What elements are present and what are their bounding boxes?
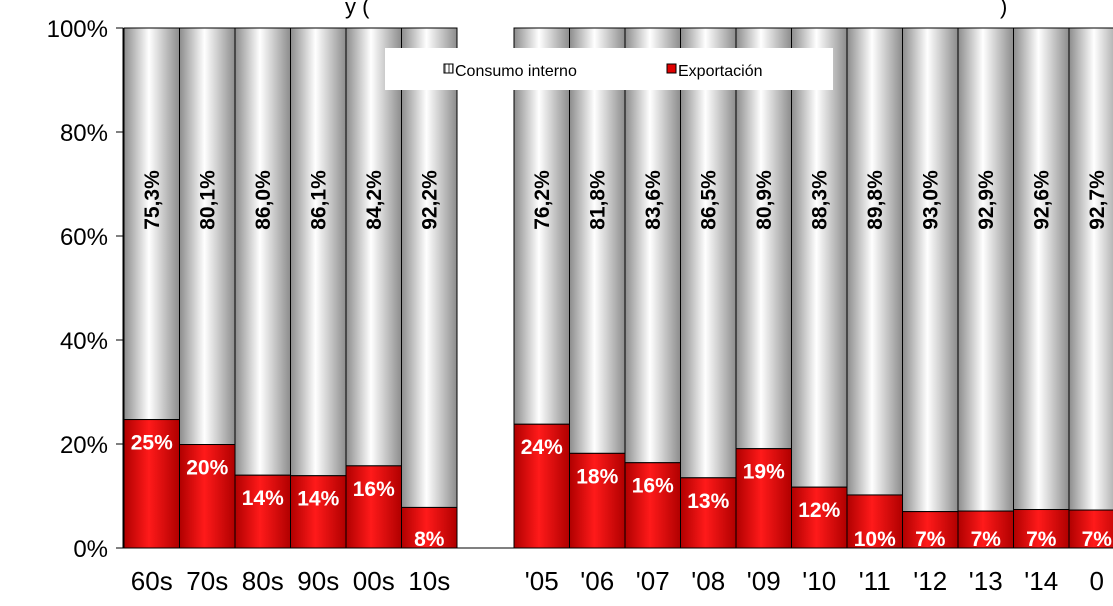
data-label-consumo-interno: 86,5%: [697, 170, 720, 230]
bar-consumo-interno: [680, 27, 737, 479]
data-label-exportacion: 7%: [971, 528, 1002, 551]
x-tick-label: 70s: [186, 566, 228, 596]
y-tick-label: 40%: [60, 328, 108, 355]
data-label-exportacion: 24%: [521, 436, 563, 459]
x-tick-label: 00s: [353, 566, 395, 596]
data-label-consumo-interno: 83,6%: [642, 170, 665, 230]
data-label-consumo-interno: 81,8%: [586, 170, 609, 230]
y-tick-label: 20%: [60, 432, 108, 459]
x-tick-label: 60s: [131, 566, 173, 596]
bar-exportacion: [680, 477, 737, 549]
data-label-consumo-interno: 92,6%: [1030, 170, 1053, 230]
bar-consumo-interno: [957, 27, 1014, 512]
x-tick-label: '10: [802, 566, 836, 596]
chart-title-fragment-end: ): [1000, 0, 1007, 19]
data-label-exportacion: 7%: [915, 528, 946, 551]
x-tick-label: '05: [525, 566, 559, 596]
data-label-exportacion: 12%: [798, 499, 840, 522]
bar-consumo-interno: [179, 27, 236, 446]
data-label-exportacion: 7%: [1082, 528, 1113, 551]
data-label-exportacion: 19%: [743, 461, 785, 484]
x-tick-label: '06: [580, 566, 614, 596]
y-tick-label: 60%: [60, 224, 108, 251]
x-tick-label: 10s: [408, 566, 450, 596]
legend-box: [385, 48, 833, 90]
data-label-consumo-interno: 92,7%: [1086, 170, 1109, 230]
bar-exportacion: [513, 423, 570, 549]
x-tick-label: '11: [859, 566, 891, 596]
bar-consumo-interno: [735, 27, 792, 450]
bar-exportacion: [569, 452, 626, 549]
data-label-exportacion: 16%: [632, 475, 674, 498]
data-label-exportacion: 25%: [131, 432, 173, 455]
bar-consumo-interno: [902, 27, 959, 513]
x-tick-label: '08: [691, 566, 725, 596]
data-label-consumo-interno: 75,3%: [141, 170, 164, 230]
data-label-exportacion: 14%: [297, 488, 339, 511]
data-label-consumo-interno: 92,9%: [975, 170, 998, 230]
y-tick-label: 100%: [47, 16, 108, 43]
bar-exportacion: [1013, 509, 1070, 549]
data-label-consumo-interno: 84,2%: [363, 170, 386, 230]
data-label-consumo-interno: 93,0%: [919, 170, 942, 230]
data-label-exportacion: 20%: [186, 457, 228, 480]
data-label-consumo-interno: 80,1%: [196, 170, 219, 230]
data-label-consumo-interno: 88,3%: [808, 170, 831, 230]
bar-consumo-interno: [234, 27, 291, 476]
y-tick-label: 0%: [73, 536, 108, 563]
bar-exportacion: [846, 494, 903, 549]
data-label-consumo-interno: 80,9%: [753, 170, 776, 230]
data-label-exportacion: 7%: [1026, 528, 1057, 551]
bar-consumo-interno: [290, 27, 347, 477]
bar-exportacion: [401, 506, 458, 549]
legend-label-exportacion: Exportación: [678, 63, 763, 80]
bar-consumo-interno: [513, 27, 570, 425]
bar-consumo-interno: [846, 27, 903, 496]
bar-consumo-interno: [1068, 27, 1113, 511]
x-tick-label: '12: [913, 566, 947, 596]
legend-swatch-exportacion: [666, 63, 677, 74]
bar-exportacion: [123, 419, 180, 549]
data-label-consumo-interno: 76,2%: [531, 170, 554, 230]
legend-label-consumo-interno: Consumo interno: [455, 63, 577, 80]
bar-consumo-interno: [123, 27, 180, 421]
bar-consumo-interno: [569, 27, 626, 454]
bar-consumo-interno: [791, 27, 848, 488]
bar-exportacion: [957, 510, 1014, 549]
bar-consumo-interno: [1013, 27, 1070, 511]
data-label-consumo-interno: 89,8%: [864, 170, 887, 230]
x-tick-label: '14: [1024, 566, 1058, 596]
x-tick-label: '07: [636, 566, 670, 596]
data-label-exportacion: 18%: [576, 465, 618, 488]
data-label-exportacion: 8%: [414, 528, 445, 551]
bar-consumo-interno: [624, 27, 681, 464]
data-label-exportacion: 16%: [353, 478, 395, 501]
data-label-consumo-interno: 92,2%: [418, 170, 441, 230]
data-label-consumo-interno: 86,0%: [252, 170, 275, 230]
data-label-exportacion: 14%: [242, 487, 284, 510]
bar-exportacion: [1068, 509, 1113, 549]
bar-exportacion: [902, 511, 959, 549]
data-label-exportacion: 10%: [854, 528, 896, 551]
x-tick-label: 80s: [242, 566, 284, 596]
x-tick-label: 0: [1090, 566, 1104, 596]
bar-exportacion: [624, 462, 681, 549]
data-label-consumo-interno: 86,1%: [307, 170, 330, 230]
bar-exportacion: [791, 486, 848, 549]
chart-title-fragment: y (: [345, 0, 370, 19]
x-tick-label: '09: [747, 566, 781, 596]
x-tick-label: 90s: [297, 566, 339, 596]
bar-exportacion: [234, 474, 291, 549]
bar-consumo-interno: [401, 27, 458, 508]
bar-consumo-interno: [345, 27, 402, 467]
x-tick-label: '13: [969, 566, 1003, 596]
legend-swatch-consumo-interno: [443, 63, 454, 74]
bar-exportacion: [290, 475, 347, 549]
y-tick-label: 80%: [60, 120, 108, 147]
data-label-exportacion: 13%: [687, 490, 729, 513]
